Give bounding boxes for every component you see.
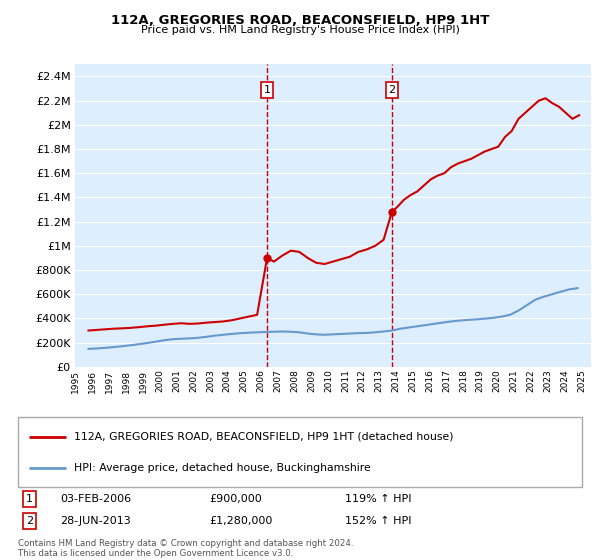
Text: 2006: 2006 (257, 370, 266, 393)
Text: 1995: 1995 (71, 370, 80, 393)
Text: 2018: 2018 (459, 370, 468, 393)
Text: 2020: 2020 (493, 370, 502, 393)
Text: 2: 2 (26, 516, 33, 526)
Text: 2004: 2004 (223, 370, 232, 393)
Text: Price paid vs. HM Land Registry's House Price Index (HPI): Price paid vs. HM Land Registry's House … (140, 25, 460, 35)
Text: HPI: Average price, detached house, Buckinghamshire: HPI: Average price, detached house, Buck… (74, 463, 371, 473)
Text: 2008: 2008 (290, 370, 299, 393)
Text: 1999: 1999 (139, 370, 148, 393)
Text: 2024: 2024 (560, 370, 569, 392)
Text: 112A, GREGORIES ROAD, BEACONSFIELD, HP9 1HT (detached house): 112A, GREGORIES ROAD, BEACONSFIELD, HP9 … (74, 432, 454, 442)
Text: 1: 1 (26, 494, 33, 504)
Text: 2010: 2010 (324, 370, 333, 393)
Text: 2002: 2002 (189, 370, 198, 393)
Text: 2016: 2016 (425, 370, 434, 393)
Text: 152% ↑ HPI: 152% ↑ HPI (345, 516, 412, 526)
Text: 2025: 2025 (577, 370, 586, 393)
Text: 112A, GREGORIES ROAD, BEACONSFIELD, HP9 1HT: 112A, GREGORIES ROAD, BEACONSFIELD, HP9 … (111, 14, 489, 27)
Text: 2023: 2023 (543, 370, 552, 393)
Text: £900,000: £900,000 (210, 494, 263, 504)
Text: Contains HM Land Registry data © Crown copyright and database right 2024.
This d: Contains HM Land Registry data © Crown c… (18, 539, 353, 558)
Text: 2019: 2019 (476, 370, 485, 393)
Text: 2003: 2003 (206, 370, 215, 393)
Text: 119% ↑ HPI: 119% ↑ HPI (345, 494, 412, 504)
Text: 2005: 2005 (239, 370, 248, 393)
Text: 03-FEB-2006: 03-FEB-2006 (60, 494, 131, 504)
Text: 2014: 2014 (391, 370, 400, 393)
Text: 1: 1 (263, 85, 271, 95)
Text: 2000: 2000 (155, 370, 164, 393)
Text: 2017: 2017 (442, 370, 451, 393)
Text: 2: 2 (388, 85, 395, 95)
Text: 2013: 2013 (374, 370, 383, 393)
Text: 2022: 2022 (526, 370, 535, 392)
Text: 1996: 1996 (88, 370, 97, 393)
Text: 1998: 1998 (122, 370, 131, 393)
Text: 2012: 2012 (358, 370, 367, 393)
Text: 2001: 2001 (172, 370, 181, 393)
Text: 2007: 2007 (274, 370, 283, 393)
Text: 28-JUN-2013: 28-JUN-2013 (60, 516, 131, 526)
Text: 1997: 1997 (105, 370, 114, 393)
Text: 2021: 2021 (509, 370, 518, 393)
Text: 2009: 2009 (307, 370, 316, 393)
Text: 2015: 2015 (409, 370, 418, 393)
Text: 2011: 2011 (341, 370, 350, 393)
FancyBboxPatch shape (18, 417, 582, 487)
Text: £1,280,000: £1,280,000 (210, 516, 273, 526)
